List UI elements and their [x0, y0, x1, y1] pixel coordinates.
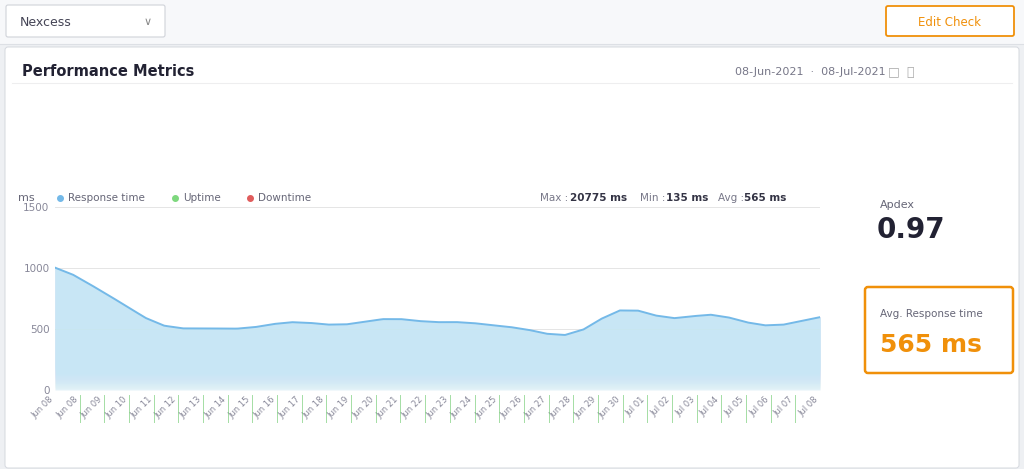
Text: 08-Jun-2021  ·  08-Jul-2021: 08-Jun-2021 · 08-Jul-2021: [735, 67, 886, 77]
Text: Performance Metrics: Performance Metrics: [22, 65, 195, 80]
FancyBboxPatch shape: [886, 6, 1014, 36]
Text: Edit Check: Edit Check: [919, 15, 981, 29]
Text: Apdex: Apdex: [880, 200, 915, 210]
FancyBboxPatch shape: [865, 287, 1013, 373]
Text: Max :: Max :: [540, 193, 571, 203]
Text: Downtime: Downtime: [258, 193, 311, 203]
Bar: [0, 0, 1024, 44]
Text: Avg. Response time: Avg. Response time: [880, 309, 983, 319]
FancyBboxPatch shape: [6, 5, 165, 37]
Text: 565 ms: 565 ms: [744, 193, 786, 203]
Text: 0.97: 0.97: [877, 216, 945, 244]
FancyBboxPatch shape: [5, 47, 1019, 468]
Text: 565 ms: 565 ms: [880, 333, 982, 357]
Text: □: □: [888, 66, 900, 78]
Text: 135 ms: 135 ms: [666, 193, 709, 203]
Text: Min :: Min :: [640, 193, 669, 203]
Text: ∨: ∨: [144, 17, 152, 27]
Text: Response time: Response time: [68, 193, 144, 203]
Text: Uptime: Uptime: [183, 193, 221, 203]
Text: 20775 ms: 20775 ms: [570, 193, 627, 203]
Text: ms: ms: [18, 193, 35, 203]
Text: Nexcess: Nexcess: [20, 15, 72, 29]
Text: ⓘ: ⓘ: [906, 66, 913, 78]
Text: Avg :: Avg :: [718, 193, 748, 203]
